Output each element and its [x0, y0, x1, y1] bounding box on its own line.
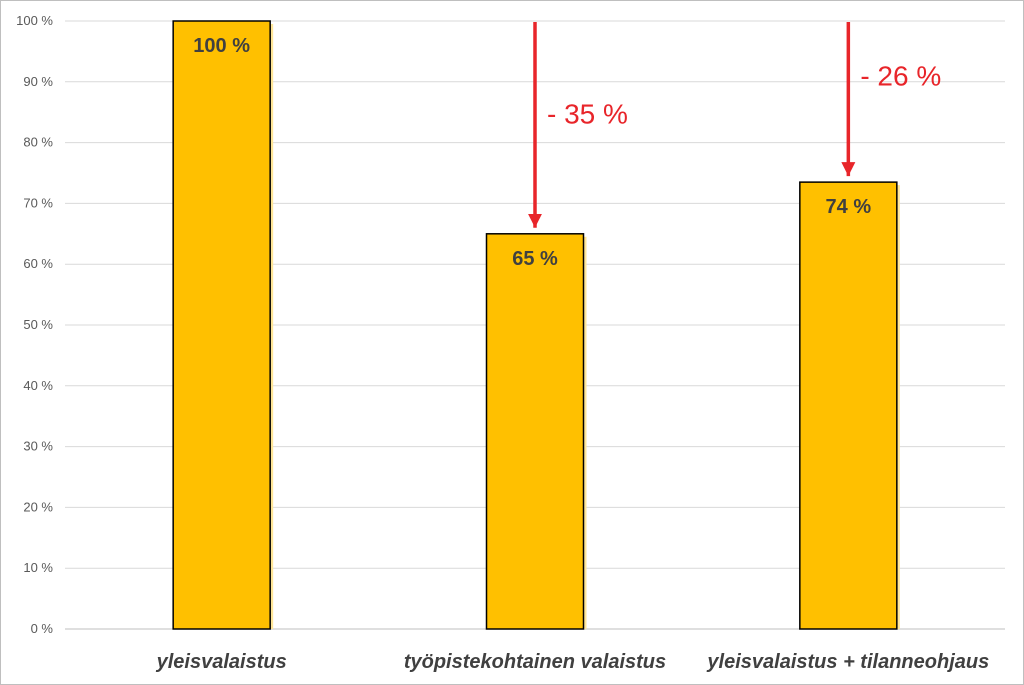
y-axis-ticks: 0 % 10 % 20 % 30 % 40 % 50 % 60 % 70 % 80 % 90 % 1… — [16, 13, 53, 636]
bar — [485, 233, 585, 630]
bar — [799, 181, 898, 630]
y-tick-label: 10 % — [23, 560, 53, 575]
y-tick-label: 0 % — [31, 621, 54, 636]
bars — [172, 20, 900, 630]
y-tick-label: 50 % — [23, 317, 53, 332]
data-labels: 100 % 65 % 74 % — [193, 35, 871, 270]
y-tick-label: 60 % — [23, 256, 53, 271]
reduction-label: - 26 % — [860, 61, 941, 92]
y-tick-label: 30 % — [23, 439, 53, 454]
data-label: 65 % — [512, 248, 558, 270]
data-label: 100 % — [193, 35, 250, 57]
bar — [172, 20, 271, 630]
category-label: yleisvalaistus — [156, 651, 287, 673]
y-tick-label: 70 % — [23, 195, 53, 210]
data-label: 74 % — [826, 196, 872, 218]
y-tick-label: 40 % — [23, 378, 53, 393]
x-axis-categories: yleisvalaistus työpistekohtainen valaistu… — [156, 651, 990, 673]
reduction-label: - 35 % — [547, 98, 628, 129]
y-tick-label: 20 % — [23, 499, 53, 514]
y-tick-label: 100 % — [16, 13, 53, 28]
y-tick-label: 80 % — [23, 135, 53, 150]
category-label: työpistekohtainen valaistus — [404, 651, 666, 673]
annotations: - 35 % - 26 % — [528, 22, 941, 228]
y-tick-label: 90 % — [23, 74, 53, 89]
category-label: yleisvalaistus + tilanneohjaus — [706, 651, 989, 673]
